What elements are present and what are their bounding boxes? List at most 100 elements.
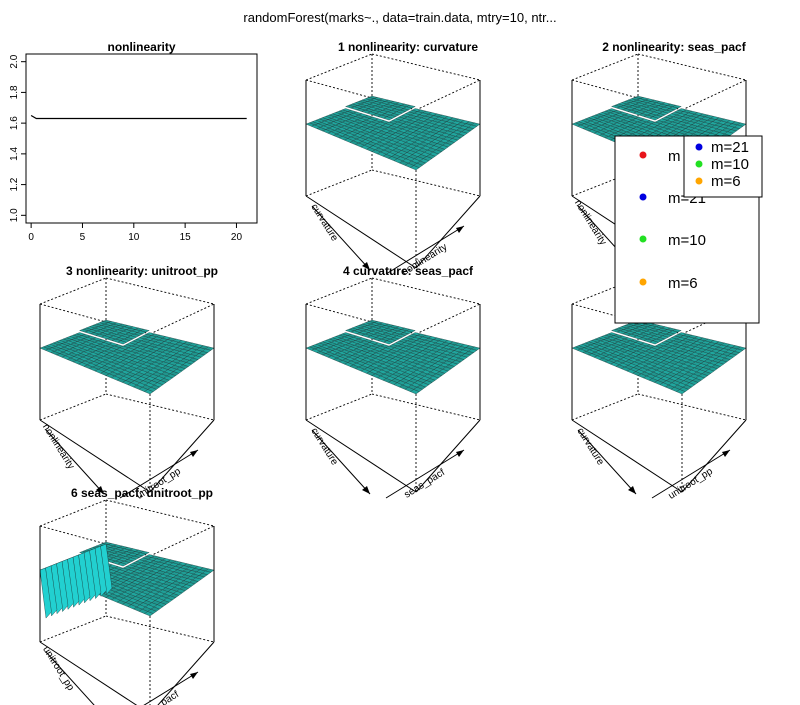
x-axis-arrow xyxy=(45,429,105,495)
panel-title: 6 seas_pacf: unitroot_pp xyxy=(71,486,213,500)
x-axis-label: nonlinearity xyxy=(572,198,608,247)
y-tick-label: 1.2 xyxy=(9,177,20,191)
box-edge-hidden xyxy=(105,499,215,527)
box-edge-hidden xyxy=(39,499,107,527)
box-edge-hidden xyxy=(371,393,481,421)
x-tick-label: 5 xyxy=(80,232,86,243)
box-edge-hidden xyxy=(39,277,107,305)
y-arrowhead xyxy=(190,672,198,679)
box-edge-hidden xyxy=(571,393,639,421)
legend-label: m=21 xyxy=(711,139,749,156)
box-edge-hidden xyxy=(39,525,151,557)
y-tick-label: 1.4 xyxy=(9,146,20,160)
box-edge xyxy=(149,419,215,493)
surface-ridge-facet xyxy=(78,552,91,604)
box-edge-hidden xyxy=(371,169,481,197)
y-tick-label: 1.8 xyxy=(9,85,20,99)
surface-facet xyxy=(383,116,393,121)
legend-label: m=6 xyxy=(668,275,698,292)
surface-ridge-facet xyxy=(83,550,96,602)
box-edge xyxy=(415,195,481,269)
surface xyxy=(39,319,215,395)
box-edge xyxy=(39,641,138,705)
legend-marker xyxy=(695,160,703,168)
box-edge-hidden xyxy=(371,277,481,305)
legend-label: m=10 xyxy=(711,156,749,173)
surface-ridge-facet xyxy=(61,558,74,610)
surface-ridge-facet xyxy=(89,548,102,600)
box-edge-hidden xyxy=(305,53,373,81)
legend-marker xyxy=(639,193,647,201)
box-edge xyxy=(571,419,683,493)
box-edge-hidden xyxy=(105,277,215,305)
x-arrowhead xyxy=(628,486,636,494)
box-edge-hidden xyxy=(305,303,417,335)
legend-label: m=10 xyxy=(668,232,706,249)
panel-title: nonlinearity xyxy=(107,40,175,54)
surface-facet xyxy=(117,340,127,345)
y-arrowhead xyxy=(456,226,464,233)
surface-ridge-facet xyxy=(39,567,52,619)
surface xyxy=(305,319,481,395)
panel-title: 1 nonlinearity: curvature xyxy=(338,40,478,54)
surface-ridge-facet xyxy=(72,554,85,606)
box-edge-hidden xyxy=(637,393,747,421)
box-edge-hidden xyxy=(305,169,373,197)
surface-facet xyxy=(117,562,127,567)
panel-title: 3 nonlinearity: unitroot_pp xyxy=(66,264,218,278)
y-arrowhead xyxy=(190,450,198,457)
y-tick-label: 1.6 xyxy=(9,116,20,130)
y-arrowhead xyxy=(722,450,730,457)
legend-marker xyxy=(639,151,647,159)
surface-ridge-facet xyxy=(94,545,107,597)
figure-title: randomForest(marks~., data=train.data, m… xyxy=(243,10,556,25)
legend-marker xyxy=(695,143,703,151)
x-axis-label: nonlinearity xyxy=(40,422,76,471)
y-tick-label: 1.0 xyxy=(9,208,20,222)
legend-marker xyxy=(639,278,647,286)
box-edge-hidden xyxy=(149,525,215,557)
box-edge-hidden xyxy=(39,615,107,643)
series-line xyxy=(30,114,247,120)
x-arrowhead xyxy=(362,486,370,494)
x-tick-label: 0 xyxy=(28,232,34,243)
y-axis-arrow xyxy=(385,225,465,275)
x-axis-label: unitroot_pp xyxy=(40,645,76,694)
y-arrowhead xyxy=(456,450,464,457)
box-edge-hidden xyxy=(681,79,747,111)
surface xyxy=(571,319,747,395)
box-edge xyxy=(305,419,417,493)
box-edge-hidden xyxy=(105,615,215,643)
panel-surface-1: 1 nonlinearity: curvaturecurvaturenonlin… xyxy=(305,40,481,278)
box-edge xyxy=(157,641,215,705)
x-axis-arrow xyxy=(311,429,371,495)
surface-facet xyxy=(649,116,659,121)
surface-ridge-facet xyxy=(50,563,63,615)
box-edge-hidden xyxy=(149,303,215,335)
box-edge-hidden xyxy=(305,277,373,305)
box-edge-hidden xyxy=(305,393,373,421)
legend-front: m=21m=10m=6 xyxy=(683,135,763,198)
x-axis-arrow xyxy=(577,429,637,495)
panel-title: 4 curvature: seas_pacf xyxy=(343,264,474,278)
box-edge-hidden xyxy=(39,393,107,421)
surface-ridge-facet xyxy=(45,565,58,617)
panel-nonlinearity: nonlinearity 0 5 10 15 20 1.0 1.2 1.4 1.6 1.8 2.0 xyxy=(9,40,258,243)
x-tick-label: 10 xyxy=(128,232,140,243)
y-axis-arrow xyxy=(119,449,199,499)
plot-frame xyxy=(25,53,258,224)
y-axis-arrow xyxy=(143,671,199,705)
y-axis-label: seas_pacf xyxy=(136,689,181,705)
y-axis-arrow xyxy=(651,449,731,499)
box-edge-hidden xyxy=(571,79,683,111)
surface-facet xyxy=(144,611,154,617)
x-axis-arrow xyxy=(45,651,95,705)
legend-marker xyxy=(695,177,703,185)
surface-facet xyxy=(383,340,393,345)
x-arrowhead xyxy=(96,486,104,494)
panel-surface-3: 3 nonlinearity: unitroot_ppnonlinearityu… xyxy=(39,264,218,502)
y-tick-label: 2.0 xyxy=(9,54,20,68)
surface-ridge-facet xyxy=(56,561,69,613)
